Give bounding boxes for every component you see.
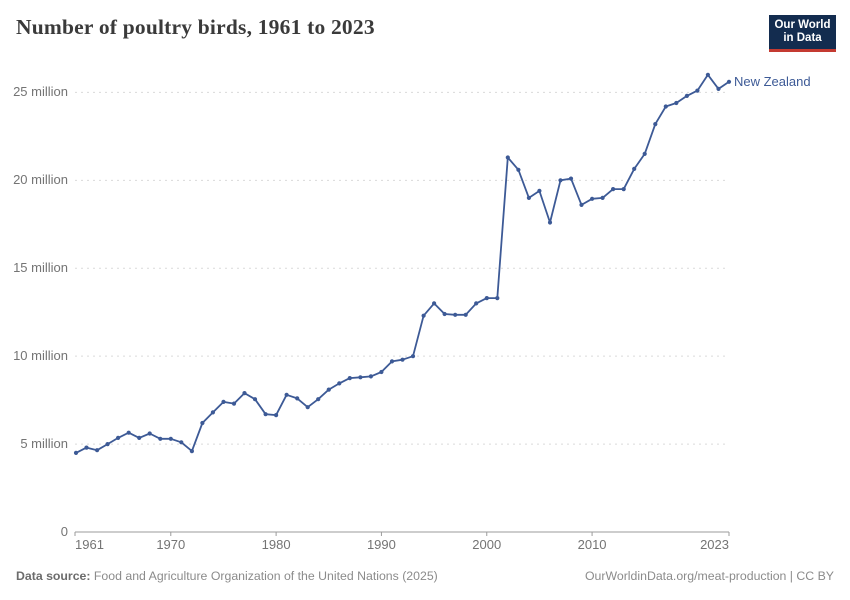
credit-link[interactable]: OurWorldinData.org/meat-production | CC … [584, 569, 834, 583]
data-source: Data source: Food and Agriculture Organi… [16, 569, 438, 583]
x-axis-tick-label: 1980 [261, 537, 291, 552]
page-title: Number of poultry birds, 1961 to 2023 [16, 15, 375, 39]
data-source-text: Food and Agriculture Organization of the… [93, 569, 438, 583]
series-label-new-zealand: New Zealand [734, 73, 811, 89]
y-axis-tick-label: 15 million [13, 260, 68, 276]
x-axis-tick-label: 1990 [366, 537, 396, 552]
x-axis-tick-label: 2023 [700, 537, 729, 552]
y-axis-tick-label: 25 million [13, 84, 68, 100]
owid-logo[interactable]: Our World in Data [769, 15, 836, 52]
x-axis-tick-label: 1961 [75, 537, 104, 552]
y-axis-tick-label: 5 million [20, 436, 68, 452]
x-axis-tick-label: 2000 [472, 537, 502, 552]
y-axis-tick-label: 10 million [13, 348, 68, 364]
y-axis-tick-label: 20 million [13, 172, 68, 188]
x-axis-tick-label: 2010 [577, 537, 607, 552]
chart-footer: Data source: Food and Agriculture Organi… [16, 569, 834, 583]
owid-logo-line1: Our World [774, 19, 831, 31]
data-source-label: Data source: [16, 569, 91, 583]
x-axis-tick-label: 1970 [156, 537, 186, 552]
owid-logo-line2: in Data [783, 32, 822, 44]
y-axis-tick-label: 0 [60, 524, 68, 539]
